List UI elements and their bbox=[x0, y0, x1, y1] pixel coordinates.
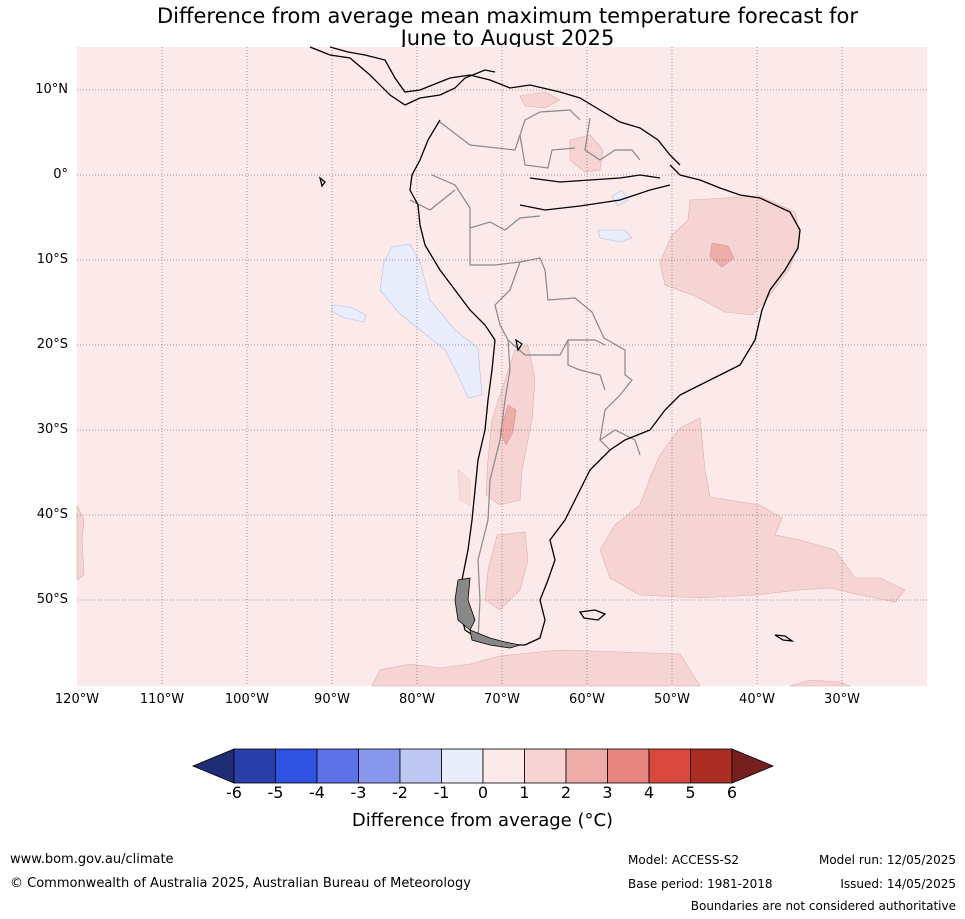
lon-label-80w: 80°W bbox=[399, 692, 435, 707]
lon-label-110w: 110°W bbox=[139, 692, 185, 707]
colorbar-tick: 5 bbox=[685, 783, 696, 802]
colorbar-bin-7 bbox=[482, 748, 525, 784]
colorbar-tick: -2 bbox=[392, 783, 408, 802]
lon-label-60w: 60°W bbox=[569, 692, 605, 707]
lon-label-30w: 30°W bbox=[824, 692, 860, 707]
colorbar-tick: 6 bbox=[726, 783, 738, 802]
copyright-text: © Commonwealth of Australia 2025, Austra… bbox=[10, 876, 471, 891]
colorbar-tick: 1 bbox=[519, 783, 530, 802]
colorbar-tick: -6 bbox=[226, 783, 242, 802]
anomaly-shading bbox=[76, 91, 906, 687]
colorbar-bin-11 bbox=[648, 748, 691, 784]
coastlines bbox=[309, 46, 801, 646]
anomaly-amazon-tiny bbox=[611, 189, 629, 207]
anomaly-pacific-negative bbox=[379, 243, 483, 399]
lat-label-30s: 30°S bbox=[36, 422, 68, 437]
amazon-river bbox=[519, 184, 671, 211]
anomaly-peru-coast bbox=[457, 469, 471, 506]
pacific-coast-north bbox=[409, 119, 496, 341]
colorbar-bin-1 bbox=[233, 748, 276, 784]
colorbar-bin-6 bbox=[441, 748, 484, 784]
colorbar-high-extend bbox=[731, 748, 775, 784]
colorbar-low-extend bbox=[191, 748, 235, 784]
model-run-text: Model run: 12/05/2025 bbox=[818, 853, 956, 867]
disclaimer-text: Boundaries are not considered authoritat… bbox=[690, 899, 956, 913]
lat-label-50s: 50°S bbox=[36, 592, 68, 607]
lon-label-70w: 70°W bbox=[484, 692, 520, 707]
lon-label-50w: 50°W bbox=[654, 692, 690, 707]
anomaly-caribbean bbox=[519, 91, 561, 109]
lake-titicaca bbox=[515, 338, 523, 352]
map-title-line-2: June to August 2025 bbox=[400, 26, 615, 50]
chile-fjords bbox=[454, 577, 521, 649]
lat-label-10n: 10°N bbox=[35, 82, 68, 97]
lat-label-20s: 20°S bbox=[36, 337, 68, 352]
anomaly-amazon-small bbox=[597, 229, 633, 243]
lon-label-120w: 120°W bbox=[54, 692, 100, 707]
anomaly-west-edge bbox=[76, 504, 85, 581]
colorbar-tick: -5 bbox=[267, 783, 284, 802]
colorbar-tick: 3 bbox=[602, 783, 613, 802]
anomaly-ne-brazil-core bbox=[709, 242, 735, 268]
colorbar-tick: -1 bbox=[433, 783, 450, 802]
anomaly-south-atlantic bbox=[599, 417, 906, 603]
colorbar-bin-12 bbox=[690, 748, 733, 784]
lon-label-90w: 90°W bbox=[314, 692, 350, 707]
lon-label-100w: 100°W bbox=[224, 692, 270, 707]
colorbar-bin-9 bbox=[565, 748, 608, 784]
colorbar-tick: 0 bbox=[477, 783, 489, 802]
colorbar bbox=[191, 748, 775, 784]
colorbar-bin-10 bbox=[607, 748, 650, 784]
colorbar-bin-4 bbox=[358, 748, 401, 784]
colorbar-bin-8 bbox=[524, 748, 567, 784]
colorbar-tick: 2 bbox=[560, 783, 572, 802]
colorbar-label: Difference from average (°C) bbox=[351, 810, 614, 831]
lat-label-0: 0° bbox=[53, 167, 68, 182]
anomaly-southern-ocean-east bbox=[789, 679, 851, 687]
colorbar-tick: -3 bbox=[350, 783, 367, 802]
model-text: Model: ACCESS-S2 bbox=[628, 853, 740, 867]
website-link[interactable]: www.bom.gov.au/climate bbox=[10, 852, 174, 867]
map-title-line-1: Difference from average mean maximum tem… bbox=[157, 4, 858, 28]
lon-label-40w: 40°W bbox=[739, 692, 775, 707]
country-borders bbox=[409, 109, 641, 641]
map-gridlines bbox=[77, 47, 927, 686]
south-georgia bbox=[774, 634, 795, 642]
colorbar-bin-2 bbox=[275, 748, 318, 784]
atlantic-coast-south bbox=[524, 164, 801, 646]
falklands bbox=[578, 609, 607, 621]
colorbar-bin-3 bbox=[316, 748, 359, 784]
anomaly-southern-ocean bbox=[371, 649, 701, 687]
caribbean-coast bbox=[329, 46, 681, 166]
issued-text: Issued: 14/05/2025 bbox=[840, 877, 956, 891]
colorbar-bin-5 bbox=[399, 748, 442, 784]
lat-label-40s: 40°S bbox=[36, 507, 68, 522]
base-period-text: Base period: 1981-2018 bbox=[628, 877, 773, 891]
colorbar-tick: 4 bbox=[643, 783, 655, 802]
anomaly-guiana bbox=[569, 134, 604, 173]
central-america-coast bbox=[309, 46, 496, 106]
lat-label-10s: 10°S bbox=[36, 252, 68, 267]
amazon-delta bbox=[529, 174, 661, 183]
anomaly-patagonia bbox=[484, 531, 529, 611]
colorbar-tick: -4 bbox=[309, 783, 325, 802]
galapagos bbox=[318, 176, 326, 188]
